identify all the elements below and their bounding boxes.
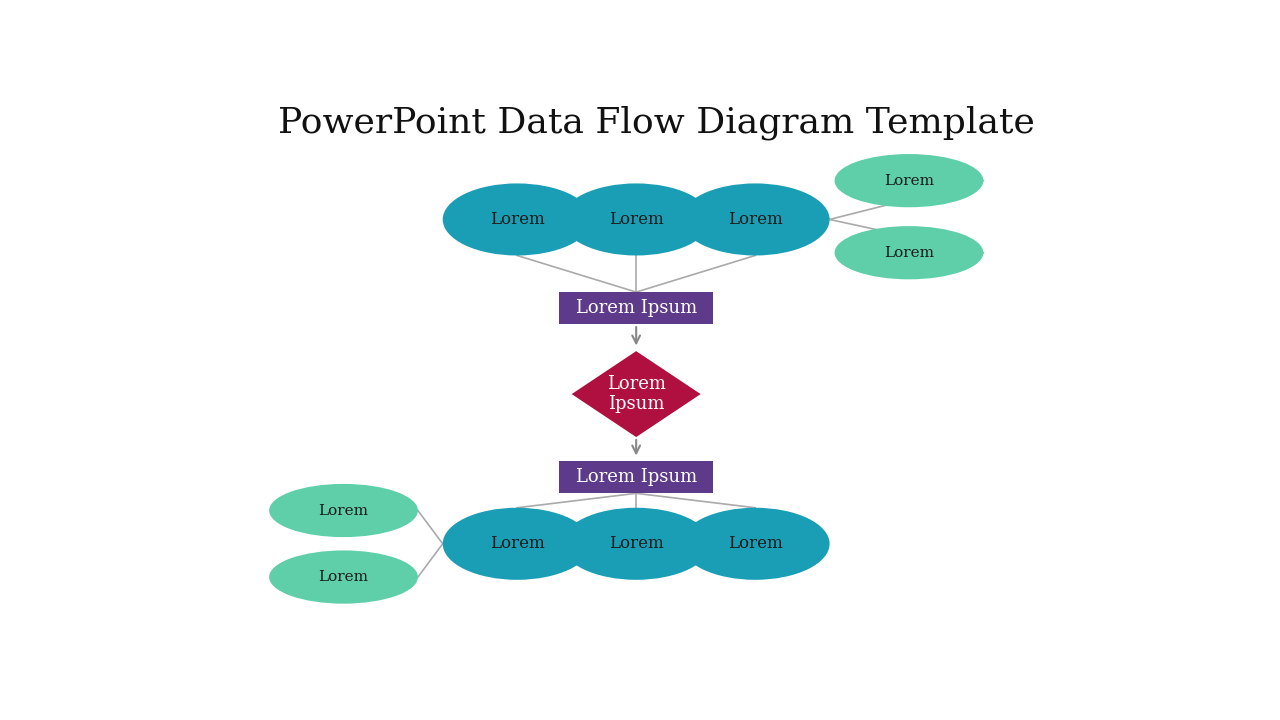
Ellipse shape — [681, 508, 829, 580]
Text: Lorem
Ipsum: Lorem Ipsum — [607, 374, 666, 413]
Ellipse shape — [835, 154, 983, 207]
Text: Lorem: Lorem — [884, 246, 934, 260]
Ellipse shape — [835, 226, 983, 279]
Text: Lorem: Lorem — [609, 535, 663, 552]
Ellipse shape — [269, 550, 417, 603]
Ellipse shape — [443, 184, 591, 256]
Text: Lorem Ipsum: Lorem Ipsum — [576, 468, 696, 486]
Text: Lorem: Lorem — [319, 503, 369, 518]
Text: Lorem: Lorem — [728, 535, 782, 552]
Polygon shape — [572, 351, 700, 437]
Ellipse shape — [269, 484, 417, 537]
FancyBboxPatch shape — [559, 462, 713, 493]
FancyBboxPatch shape — [559, 292, 713, 324]
Text: Lorem Ipsum: Lorem Ipsum — [576, 300, 696, 317]
Ellipse shape — [562, 184, 710, 256]
Text: Lorem: Lorem — [884, 174, 934, 188]
Text: Lorem: Lorem — [728, 211, 782, 228]
Ellipse shape — [681, 184, 829, 256]
Ellipse shape — [443, 508, 591, 580]
Ellipse shape — [562, 508, 710, 580]
Text: Lorem: Lorem — [609, 211, 663, 228]
Text: Lorem: Lorem — [319, 570, 369, 584]
Text: Lorem: Lorem — [490, 535, 544, 552]
Text: PowerPoint Data Flow Diagram Template: PowerPoint Data Flow Diagram Template — [278, 105, 1034, 140]
Text: Lorem: Lorem — [490, 211, 544, 228]
